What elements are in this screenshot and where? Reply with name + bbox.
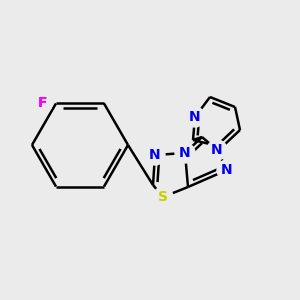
Circle shape [175,143,195,163]
Circle shape [32,93,52,113]
Circle shape [207,140,227,160]
Text: N: N [149,148,161,162]
Text: N: N [189,110,201,124]
Text: N: N [221,163,233,177]
Text: F: F [37,96,47,110]
Circle shape [185,107,205,127]
Circle shape [153,187,173,207]
Text: N: N [211,143,223,157]
Text: F: F [37,96,47,110]
Text: N: N [179,146,191,160]
Circle shape [32,93,52,113]
Circle shape [145,145,165,165]
Circle shape [217,160,237,180]
Text: S: S [158,190,168,204]
